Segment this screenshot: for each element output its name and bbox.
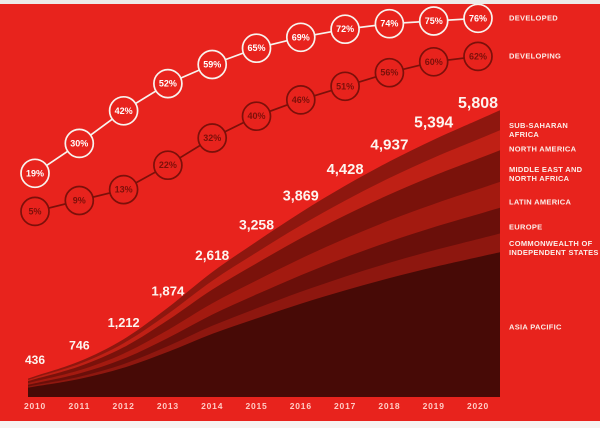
- legend-region-north-america: NORTH AMERICA: [509, 144, 577, 154]
- line-series-developed: 19% 30% 42% 52% 59% 65% 69% 72% 74% 75% 76%: [20, 3, 493, 189]
- legend-region-commonwealth-of-independent-states: COMMONWEALTH OF INDEPENDENT STATES: [509, 239, 599, 258]
- marker-circle-developing-2012: [108, 174, 139, 205]
- total-label-2013: 1,874: [151, 284, 185, 299]
- total-label-2015: 3,258: [239, 217, 274, 233]
- marker-circle-developed-2010: [20, 158, 50, 189]
- marker-value-developing-2011: 9%: [73, 196, 86, 206]
- marker-value-developed-2015: 65%: [247, 43, 265, 53]
- marker-circle-developing-2013: [153, 150, 183, 181]
- marker-value-developing-2010: 5%: [28, 206, 41, 216]
- marker-value-developed-2012: 42%: [115, 106, 133, 116]
- marker-circle-developed-2018: [374, 8, 405, 39]
- marker-value-developed-2014: 59%: [203, 60, 221, 70]
- marker-circle-developing-2010: [20, 196, 50, 227]
- line-series-developing: 5% 9% 13% 22% 32% 40% 46% 51% 56% 60% 62%: [20, 41, 493, 227]
- x-tick-2012: 2012: [112, 401, 135, 411]
- marker-circle-developing-2018: [374, 57, 405, 88]
- x-tick-2020: 2020: [466, 401, 490, 411]
- marker-circle-developed-2011: [64, 128, 95, 159]
- legend-region-latin-america: LATIN AMERICA: [509, 197, 572, 207]
- x-tick-2014: 2014: [201, 401, 224, 411]
- total-label-2019: 5,394: [414, 115, 453, 132]
- legend-region-asia-pacific: ASIA PACIFIC: [509, 322, 562, 332]
- marker-value-developing-2012: 13%: [115, 185, 133, 195]
- marker-circle-developed-2016: [285, 22, 316, 53]
- area-band-asia-pacific: [28, 252, 500, 397]
- marker-circle-developing-2014: [197, 123, 228, 153]
- x-tick-2015: 2015: [245, 401, 268, 411]
- total-label-2012: 1,212: [108, 315, 140, 330]
- total-label-2014: 2,618: [195, 248, 229, 263]
- marker-value-developing-2013: 22%: [159, 160, 177, 170]
- marker-circle-developed-2014: [197, 49, 228, 80]
- marker-value-developing-2017: 51%: [336, 81, 354, 91]
- legend-region-middle-east-and-north-africa: MIDDLE EAST AND NORTH AFRICA: [509, 165, 583, 183]
- marker-value-developed-2020: 76%: [469, 13, 487, 23]
- page-edge-top: [0, 0, 600, 4]
- marker-value-developing-2018: 56%: [380, 68, 398, 78]
- total-label-2020: 5,808: [458, 95, 498, 112]
- marker-circle-developed-2019: [418, 6, 449, 36]
- marker-value-developed-2017: 72%: [336, 24, 354, 34]
- x-tick-2011: 2011: [68, 401, 91, 411]
- marker-value-developing-2015: 40%: [247, 111, 265, 121]
- marker-circle-developed-2012: [108, 95, 139, 126]
- marker-circle-developing-2015: [241, 101, 272, 132]
- total-label-2016: 3,869: [283, 189, 319, 205]
- marker-value-developed-2019: 75%: [425, 16, 443, 26]
- legend-region-europe: EUROPE: [509, 222, 543, 232]
- marker-circle-developed-2017: [330, 14, 360, 45]
- marker-value-developed-2018: 74%: [380, 19, 398, 29]
- marker-circle-developing-2017: [330, 71, 360, 102]
- marker-circle-developing-2011: [64, 185, 95, 216]
- x-tick-2010: 2010: [23, 401, 47, 411]
- x-tick-2016: 2016: [289, 401, 312, 411]
- legend-series-developed: DEVELOPED: [509, 13, 558, 23]
- total-label-2010: 436: [25, 353, 45, 367]
- x-tick-2017: 2017: [334, 401, 357, 411]
- total-label-2011: 746: [69, 338, 90, 352]
- marker-value-developing-2019: 60%: [425, 57, 443, 67]
- marker-circle-developed-2020: [463, 3, 493, 34]
- total-label-2018: 4,937: [370, 137, 408, 154]
- x-tick-2018: 2018: [378, 401, 401, 411]
- x-tick-2013: 2013: [156, 401, 179, 411]
- marker-value-developed-2010: 19%: [26, 168, 44, 178]
- legend-series-developing: DEVELOPING: [509, 51, 562, 61]
- page-edge-bottom: [0, 421, 600, 428]
- marker-value-developed-2013: 52%: [159, 79, 177, 89]
- x-tick-2019: 2019: [422, 401, 445, 411]
- marker-value-developed-2011: 30%: [70, 138, 88, 148]
- marker-circle-developed-2015: [241, 33, 272, 64]
- marker-circle-developing-2016: [285, 85, 316, 115]
- marker-value-developing-2014: 32%: [203, 133, 221, 143]
- marker-value-developed-2016: 69%: [292, 32, 310, 42]
- marker-circle-developing-2020: [463, 41, 493, 72]
- marker-circle-developed-2013: [153, 68, 183, 99]
- marker-value-developing-2016: 46%: [292, 95, 310, 105]
- marker-circle-developing-2019: [418, 46, 449, 77]
- legend-region-sub-saharan-africa: SUB-SAHARAN AFRICA: [509, 120, 569, 139]
- total-label-2017: 4,428: [327, 162, 364, 178]
- marker-value-developing-2020: 62%: [469, 51, 487, 61]
